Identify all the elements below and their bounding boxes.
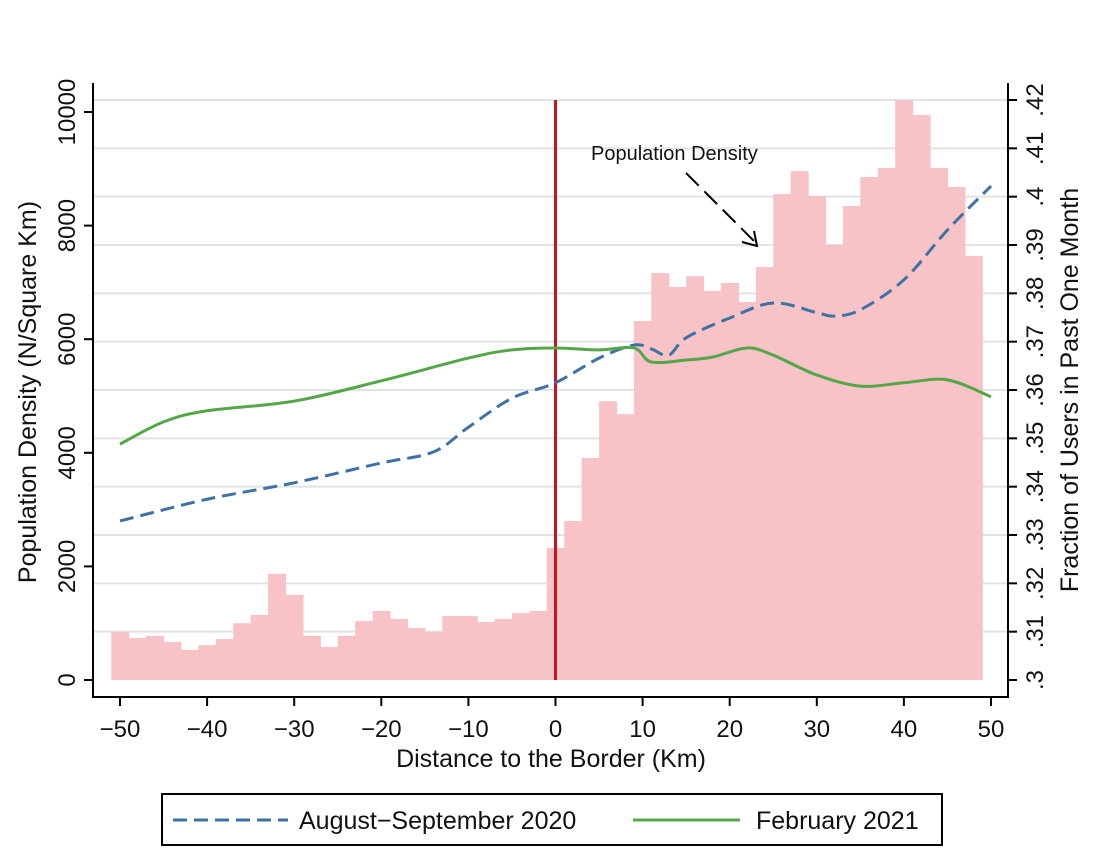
- density-bar: [930, 167, 949, 680]
- density-bar: [459, 616, 478, 680]
- left-tick-label: 0: [54, 673, 81, 686]
- density-bar: [494, 618, 513, 680]
- density-bar: [808, 196, 827, 680]
- x-tick-label: 10: [629, 716, 656, 743]
- density-bar: [285, 594, 304, 680]
- gridlines: [94, 99, 1007, 633]
- legend-label-aug-sep-2020: August−September 2020: [299, 807, 576, 835]
- density-bar: [755, 267, 774, 680]
- x-tick-label: 20: [716, 716, 743, 743]
- series-line-feb-2021: [119, 345, 992, 446]
- density-bar: [738, 301, 757, 680]
- density-bar: [268, 573, 287, 680]
- x-tick-label: −20: [361, 716, 402, 743]
- right-tick-label: .31: [1022, 615, 1049, 648]
- density-bar: [250, 614, 269, 680]
- x-tick-label: 0: [549, 716, 562, 743]
- x-tick-label: 30: [803, 716, 830, 743]
- density-bar: [442, 616, 461, 680]
- legend-label-feb-2021: February 2021: [756, 807, 919, 835]
- right-tick-label: .41: [1022, 132, 1049, 165]
- right-tick-label: .32: [1022, 567, 1049, 600]
- right-tick-label: .37: [1022, 325, 1049, 358]
- annotation-arrow: [685, 172, 759, 248]
- density-bar: [511, 612, 530, 680]
- density-bar: [215, 639, 234, 680]
- density-bar: [860, 177, 879, 680]
- right-tick-label: .34: [1022, 470, 1049, 503]
- left-tick-label: 8000: [54, 199, 81, 252]
- density-bar: [198, 645, 217, 680]
- density-bar: [146, 635, 165, 680]
- density-bar: [477, 622, 496, 680]
- density-bar: [895, 100, 914, 680]
- density-bar: [825, 244, 844, 681]
- x-tick-label: 40: [891, 716, 918, 743]
- density-bar: [616, 414, 635, 680]
- right-axis-title: Fraction of Users in Past One Month: [1056, 188, 1084, 592]
- density-bar: [773, 194, 792, 681]
- density-bar: [599, 401, 618, 680]
- density-bar: [111, 632, 130, 680]
- density-bar: [964, 255, 983, 680]
- density-bar: [233, 623, 252, 680]
- density-bar: [720, 282, 740, 680]
- density-bar: [564, 520, 583, 680]
- density-bar: [651, 273, 670, 680]
- density-bar: [947, 186, 966, 680]
- legend: August−September 2020 February 2021: [161, 793, 943, 846]
- density-bar: [529, 610, 548, 680]
- right-tick-label: .38: [1022, 277, 1049, 310]
- density-bar: [686, 276, 705, 680]
- left-tick-label: 4000: [54, 426, 81, 479]
- x-tick-label: −50: [100, 716, 141, 743]
- density-bar: [703, 290, 722, 680]
- left-axis-title: Population Density (N/Square Km): [14, 201, 42, 583]
- right-tick-label: .33: [1022, 518, 1049, 551]
- right-tick-label: .36: [1022, 373, 1049, 406]
- density-bar: [163, 641, 182, 680]
- annotation-label: Population Density: [591, 143, 758, 165]
- right-tick-label: .42: [1022, 83, 1049, 116]
- right-tick-label: .39: [1022, 228, 1049, 261]
- density-bar: [128, 637, 147, 680]
- density-bars: [111, 100, 983, 681]
- density-bar: [390, 618, 409, 680]
- density-bar: [912, 114, 931, 681]
- left-tick-label: 6000: [54, 313, 81, 366]
- density-bar: [633, 321, 652, 680]
- density-bar: [842, 206, 861, 680]
- density-bar: [337, 635, 356, 680]
- right-tick-label: .3: [1022, 670, 1049, 690]
- x-tick-label: 50: [978, 716, 1005, 743]
- density-bar: [424, 632, 443, 680]
- density-bar: [407, 628, 426, 680]
- density-bar: [877, 167, 896, 680]
- x-tick-label: −10: [448, 716, 489, 743]
- left-tick-label: 10000: [54, 79, 81, 146]
- series-lines: [119, 184, 993, 523]
- density-bar: [581, 457, 600, 680]
- density-bar: [790, 171, 809, 680]
- density-bar: [180, 649, 199, 680]
- x-tick-label: −40: [187, 716, 228, 743]
- density-bar: [668, 286, 687, 680]
- series-line-aug-sep-2020: [119, 184, 993, 523]
- density-bar: [372, 610, 391, 680]
- left-tick-label: 2000: [54, 540, 81, 593]
- axes: −50 −40 −30 −20 −10 0 10 20 30 40 50 0 2000 4000 6000 8…: [54, 79, 1049, 743]
- density-bar: [355, 620, 374, 680]
- density-bar: [320, 647, 339, 680]
- x-tick-label: −30: [274, 716, 315, 743]
- density-bar: [302, 635, 321, 680]
- x-axis-title: Distance to the Border (Km): [396, 745, 706, 773]
- right-tick-label: .4: [1022, 187, 1049, 207]
- right-tick-label: .35: [1022, 422, 1049, 455]
